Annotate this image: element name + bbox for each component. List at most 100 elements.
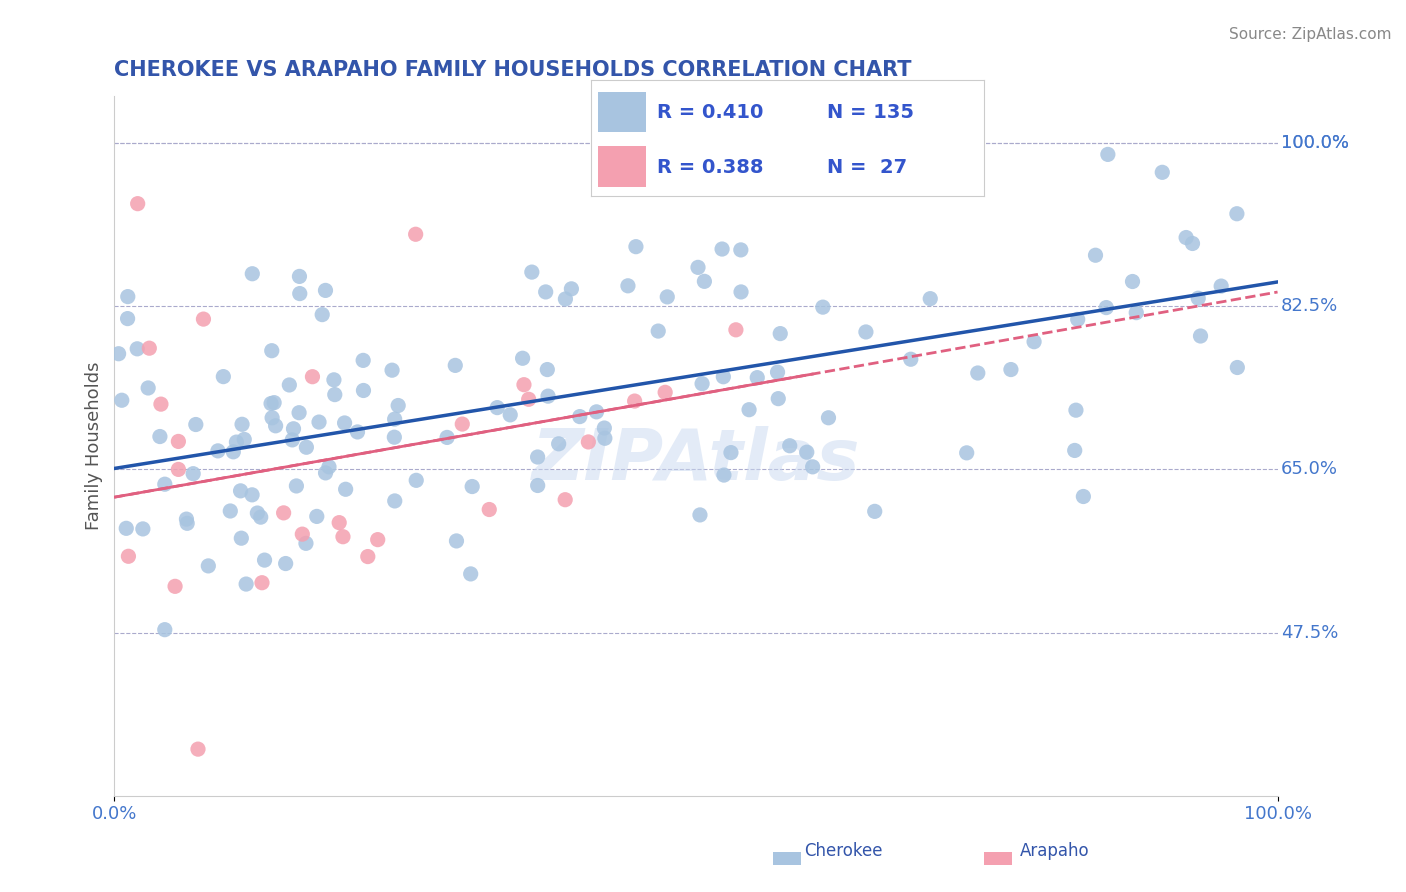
Point <box>184 417 207 432</box>
Point <box>153 623 176 637</box>
Point <box>478 502 501 516</box>
Point <box>585 405 607 419</box>
Point <box>222 445 245 459</box>
Point <box>295 440 318 454</box>
Point <box>647 324 669 338</box>
Point <box>231 531 253 545</box>
Point <box>165 579 187 593</box>
Point <box>193 312 215 326</box>
Point <box>136 381 159 395</box>
Point <box>444 359 467 373</box>
Text: ZIPAtlas: ZIPAtlas <box>531 425 860 494</box>
Point <box>384 494 406 508</box>
Point <box>295 536 318 550</box>
Point <box>111 393 134 408</box>
Point <box>446 533 468 548</box>
Point <box>352 353 374 368</box>
Point <box>132 522 155 536</box>
Point <box>235 577 257 591</box>
Point <box>405 473 427 487</box>
Point <box>801 459 824 474</box>
Point <box>768 392 790 406</box>
Point <box>288 286 311 301</box>
Point <box>207 443 229 458</box>
Point <box>1063 443 1085 458</box>
Text: N =  27: N = 27 <box>827 158 907 177</box>
Point <box>526 450 548 464</box>
Point <box>693 274 716 288</box>
Point <box>1022 334 1045 349</box>
Point <box>560 282 582 296</box>
Point <box>769 326 792 341</box>
Point <box>346 425 368 439</box>
Point <box>333 416 356 430</box>
Point <box>253 553 276 567</box>
Point <box>724 323 747 337</box>
Point <box>176 512 198 526</box>
Point <box>1226 207 1249 221</box>
Point <box>689 508 711 522</box>
Point <box>288 406 311 420</box>
Point <box>176 516 198 531</box>
Point <box>576 434 599 449</box>
Point <box>623 394 645 409</box>
Point <box>855 325 877 339</box>
Point <box>187 742 209 756</box>
Point <box>301 369 323 384</box>
Point <box>517 392 540 407</box>
Point <box>127 196 149 211</box>
Point <box>1000 362 1022 376</box>
Point <box>451 417 474 431</box>
Point <box>568 409 591 424</box>
Point <box>593 421 616 435</box>
Point <box>314 284 336 298</box>
Point <box>246 506 269 520</box>
Point <box>357 549 380 564</box>
Point <box>153 477 176 491</box>
Point <box>811 300 834 314</box>
Point <box>900 352 922 367</box>
Point <box>262 410 284 425</box>
Point <box>387 399 409 413</box>
Point <box>250 575 273 590</box>
Point <box>167 434 190 449</box>
Text: R = 0.388: R = 0.388 <box>658 158 763 177</box>
Text: Arapaho: Arapaho <box>1019 842 1090 860</box>
Point <box>711 369 734 384</box>
Point <box>460 566 482 581</box>
Point <box>1152 165 1174 179</box>
Point <box>225 435 247 450</box>
Point <box>720 445 742 459</box>
Point <box>1226 360 1249 375</box>
Point <box>1073 490 1095 504</box>
Point <box>686 260 709 275</box>
Point <box>219 504 242 518</box>
Point <box>536 362 558 376</box>
Point <box>1175 230 1198 244</box>
Point <box>690 376 713 391</box>
Text: Cherokee: Cherokee <box>804 842 883 860</box>
Text: 100.0%: 100.0% <box>1281 134 1348 152</box>
Point <box>115 521 138 535</box>
Point <box>1095 301 1118 315</box>
Point <box>956 446 979 460</box>
Bar <box>599 92 645 132</box>
Point <box>233 433 256 447</box>
Point <box>382 430 405 444</box>
Point <box>1181 236 1204 251</box>
Point <box>512 351 534 366</box>
Text: CHEROKEE VS ARAPAHO FAMILY HOUSEHOLDS CORRELATION CHART: CHEROKEE VS ARAPAHO FAMILY HOUSEHOLDS CO… <box>114 60 912 79</box>
Point <box>117 311 139 326</box>
Point <box>1064 403 1087 417</box>
Point <box>283 422 305 436</box>
Point <box>593 431 616 445</box>
Point <box>305 509 328 524</box>
Bar <box>984 852 1012 865</box>
Text: Source: ZipAtlas.com: Source: ZipAtlas.com <box>1229 27 1392 42</box>
Point <box>1097 147 1119 161</box>
Point <box>291 527 314 541</box>
Point <box>260 343 283 358</box>
Point <box>323 387 346 401</box>
Point <box>149 429 172 443</box>
Point <box>138 341 160 355</box>
